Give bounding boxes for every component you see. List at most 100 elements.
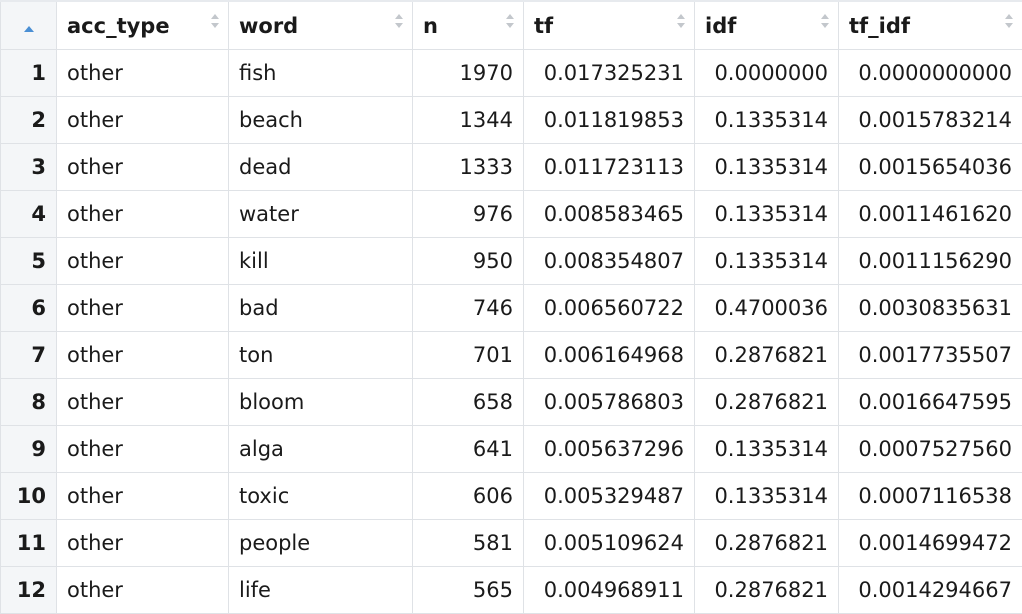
sort-both-icon — [505, 11, 515, 31]
row-index: 11 — [0, 519, 57, 567]
cell-acc-type: other — [56, 49, 229, 97]
table-row[interactable]: 2 other beach 1344 0.011819853 0.1335314… — [0, 96, 1022, 144]
cell-n: 641 — [412, 425, 524, 473]
cell-idf: 0.2876821 — [694, 519, 839, 567]
row-index: 2 — [0, 96, 57, 144]
table-row[interactable]: 12 other life 565 0.004968911 0.2876821 … — [0, 566, 1022, 614]
table-row[interactable]: 5 other kill 950 0.008354807 0.1335314 0… — [0, 237, 1022, 285]
column-header-tf[interactable]: tf — [523, 0, 695, 50]
cell-tf-idf: 0.0007116538 — [838, 472, 1022, 520]
cell-word: water — [228, 190, 413, 238]
cell-word: bloom — [228, 378, 413, 426]
cell-acc-type: other — [56, 284, 229, 332]
table-row[interactable]: 1 other fish 1970 0.017325231 0.0000000 … — [0, 49, 1022, 97]
table-row[interactable]: 6 other bad 746 0.006560722 0.4700036 0.… — [0, 284, 1022, 332]
cell-n: 1970 — [412, 49, 524, 97]
cell-idf: 0.1335314 — [694, 237, 839, 285]
cell-word: toxic — [228, 472, 413, 520]
cell-n: 658 — [412, 378, 524, 426]
row-index: 12 — [0, 566, 57, 614]
cell-tf-idf: 0.0016647595 — [838, 378, 1022, 426]
table-row[interactable]: 8 other bloom 658 0.005786803 0.2876821 … — [0, 378, 1022, 426]
cell-word: alga — [228, 425, 413, 473]
cell-n: 565 — [412, 566, 524, 614]
cell-idf: 0.1335314 — [694, 472, 839, 520]
cell-tf-idf: 0.0017735507 — [838, 331, 1022, 379]
row-index: 6 — [0, 284, 57, 332]
cell-tf: 0.006560722 — [523, 284, 695, 332]
cell-acc-type: other — [56, 331, 229, 379]
cell-n: 950 — [412, 237, 524, 285]
cell-word: fish — [228, 49, 413, 97]
row-index: 9 — [0, 425, 57, 473]
sort-both-icon — [820, 11, 830, 31]
column-header-index[interactable] — [0, 0, 57, 50]
cell-word: bad — [228, 284, 413, 332]
cell-tf-idf: 0.0011461620 — [838, 190, 1022, 238]
table-row[interactable]: 7 other ton 701 0.006164968 0.2876821 0.… — [0, 331, 1022, 379]
cell-acc-type: other — [56, 96, 229, 144]
cell-word: life — [228, 566, 413, 614]
cell-tf-idf: 0.0007527560 — [838, 425, 1022, 473]
table-header: acc_type word n tf idf tf_idf — [0, 0, 1022, 50]
cell-n: 701 — [412, 331, 524, 379]
table-body: 1 other fish 1970 0.017325231 0.0000000 … — [0, 49, 1022, 614]
cell-acc-type: other — [56, 472, 229, 520]
cell-idf: 0.1335314 — [694, 190, 839, 238]
cell-idf: 0.2876821 — [694, 378, 839, 426]
cell-tf: 0.017325231 — [523, 49, 695, 97]
table-row[interactable]: 4 other water 976 0.008583465 0.1335314 … — [0, 190, 1022, 238]
cell-n: 581 — [412, 519, 524, 567]
cell-tf: 0.008583465 — [523, 190, 695, 238]
cell-acc-type: other — [56, 425, 229, 473]
row-index: 1 — [0, 49, 57, 97]
column-header-acc-type[interactable]: acc_type — [56, 0, 229, 50]
column-header-label: acc_type — [67, 13, 170, 38]
header-row: acc_type word n tf idf tf_idf — [0, 0, 1022, 50]
cell-tf: 0.005637296 — [523, 425, 695, 473]
cell-tf: 0.004968911 — [523, 566, 695, 614]
cell-n: 976 — [412, 190, 524, 238]
cell-tf-idf: 0.0015783214 — [838, 96, 1022, 144]
column-header-label: tf — [534, 13, 554, 38]
cell-idf: 0.2876821 — [694, 331, 839, 379]
cell-acc-type: other — [56, 237, 229, 285]
row-index: 10 — [0, 472, 57, 520]
table-row[interactable]: 10 other toxic 606 0.005329487 0.1335314… — [0, 472, 1022, 520]
cell-n: 1344 — [412, 96, 524, 144]
cell-acc-type: other — [56, 378, 229, 426]
cell-tf: 0.005109624 — [523, 519, 695, 567]
row-index: 4 — [0, 190, 57, 238]
cell-acc-type: other — [56, 143, 229, 191]
cell-tf-idf: 0.0014294667 — [838, 566, 1022, 614]
row-index: 5 — [0, 237, 57, 285]
column-header-n[interactable]: n — [412, 0, 524, 50]
sort-both-icon — [1004, 11, 1014, 31]
cell-n: 1333 — [412, 143, 524, 191]
column-header-word[interactable]: word — [228, 0, 413, 50]
column-header-idf[interactable]: idf — [694, 0, 839, 50]
cell-acc-type: other — [56, 519, 229, 567]
table-row[interactable]: 3 other dead 1333 0.011723113 0.1335314 … — [0, 143, 1022, 191]
cell-word: dead — [228, 143, 413, 191]
cell-tf-idf: 0.0015654036 — [838, 143, 1022, 191]
cell-idf: 0.1335314 — [694, 425, 839, 473]
cell-tf-idf: 0.0000000000 — [838, 49, 1022, 97]
cell-tf: 0.011819853 — [523, 96, 695, 144]
table-row[interactable]: 9 other alga 641 0.005637296 0.1335314 0… — [0, 425, 1022, 473]
cell-tf-idf: 0.0014699472 — [838, 519, 1022, 567]
cell-idf: 0.0000000 — [694, 49, 839, 97]
sort-both-icon — [394, 11, 404, 31]
cell-idf: 0.4700036 — [694, 284, 839, 332]
cell-acc-type: other — [56, 190, 229, 238]
sort-both-icon — [676, 11, 686, 31]
cell-n: 606 — [412, 472, 524, 520]
column-header-label: n — [423, 13, 438, 38]
row-index: 8 — [0, 378, 57, 426]
row-index: 3 — [0, 143, 57, 191]
column-header-tf-idf[interactable]: tf_idf — [838, 0, 1022, 50]
column-header-label: idf — [705, 13, 737, 38]
cell-word: people — [228, 519, 413, 567]
table-row[interactable]: 11 other people 581 0.005109624 0.287682… — [0, 519, 1022, 567]
